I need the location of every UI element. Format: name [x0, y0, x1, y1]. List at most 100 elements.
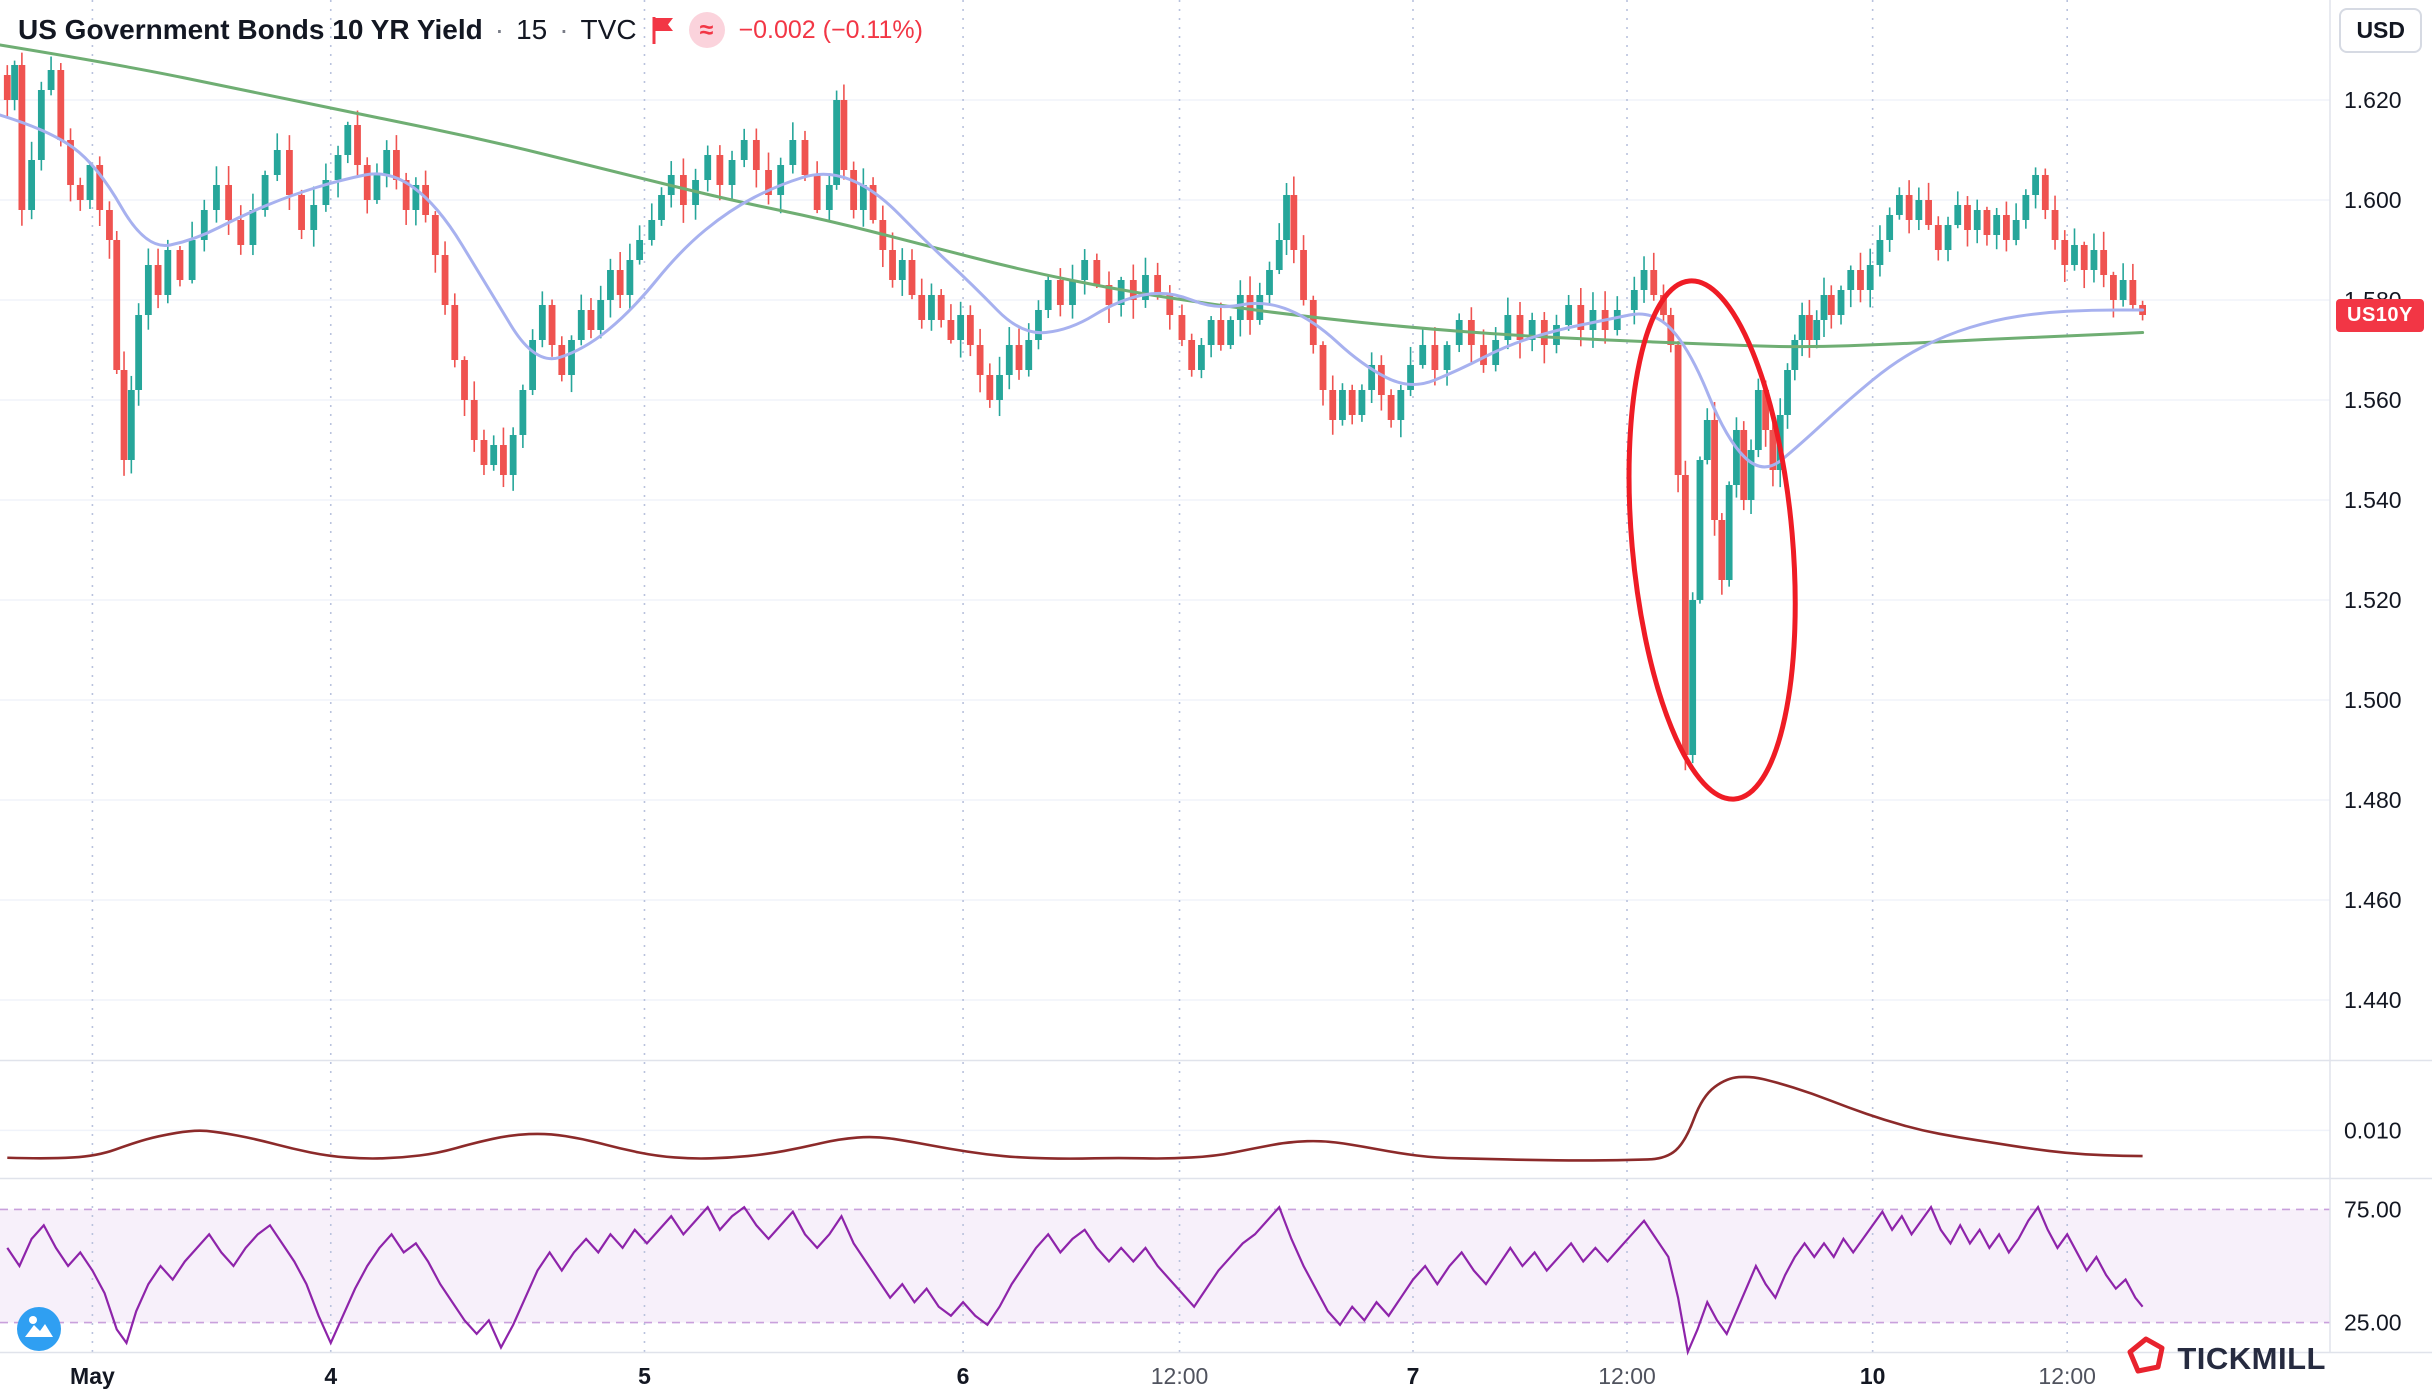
candle-body — [412, 185, 420, 210]
candle-body — [1069, 280, 1076, 305]
candle-body — [1791, 340, 1799, 370]
annotation-ellipse[interactable] — [1610, 274, 1815, 806]
candle-body — [777, 165, 785, 195]
candle-body — [1681, 475, 1689, 755]
candle-body — [1915, 200, 1923, 220]
candle-body — [188, 240, 196, 280]
candle-body — [76, 185, 84, 200]
candle-body — [1886, 215, 1894, 240]
candle-body — [1407, 365, 1414, 390]
candle-body — [1754, 390, 1762, 450]
candle-body — [833, 100, 841, 185]
time-axis-label: 12:00 — [1598, 1363, 1656, 1389]
candle-body — [509, 435, 517, 475]
currency-button[interactable]: USD — [2339, 8, 2422, 53]
separator-dot: · — [559, 14, 569, 45]
candle-body — [801, 140, 809, 175]
candle-body — [1256, 295, 1264, 320]
candle-body — [636, 240, 644, 260]
symbol-legend: US Government Bonds 10 YR Yield · 15 · T… — [18, 12, 923, 48]
candle-body — [1813, 320, 1821, 340]
candle-body — [1806, 315, 1813, 340]
indicator-logo-icon — [16, 1306, 62, 1352]
candle-body — [1528, 320, 1536, 340]
candle-body — [996, 375, 1003, 400]
candle-body — [2022, 195, 2030, 220]
candle-body — [1117, 280, 1125, 305]
time-axis-label: 12:00 — [2038, 1363, 2096, 1389]
price-scale[interactable] — [2330, 0, 2432, 1352]
price-axis-label: 1.620 — [2344, 87, 2402, 113]
candle-body — [704, 155, 712, 180]
ma-short-line — [0, 113, 2145, 469]
candle-body — [2110, 275, 2117, 300]
interval-label[interactable]: 15 — [516, 14, 548, 45]
candle-body — [1905, 195, 1913, 220]
candle-body — [1747, 450, 1755, 500]
candle-body — [1431, 345, 1439, 370]
candle-body — [176, 250, 184, 280]
candle-body — [728, 160, 736, 185]
candle-body — [1725, 485, 1733, 580]
candle-body — [310, 205, 318, 230]
oscillator-band — [0, 1209, 2330, 1323]
time-scale[interactable] — [0, 1352, 2330, 1392]
candle-body — [1319, 345, 1327, 390]
price-axis-label: 1.540 — [2344, 487, 2402, 513]
approx-status-icon[interactable]: ≈ — [688, 12, 725, 48]
candle-body — [363, 165, 371, 200]
candle-body — [1105, 285, 1113, 305]
time-axis-label: 6 — [957, 1363, 970, 1389]
candle-body — [1504, 315, 1512, 340]
tickmill-brand-text: TICKMILL — [2177, 1340, 2326, 1376]
time-axis-label: 10 — [1860, 1363, 1886, 1389]
candle-body — [298, 195, 305, 230]
candle-body — [1993, 215, 2001, 235]
candle-body — [1246, 295, 1254, 320]
candle-body — [1005, 345, 1013, 375]
candle-body — [86, 165, 94, 200]
candle-body — [1565, 305, 1573, 325]
candle-body — [898, 260, 906, 280]
candle-body — [957, 315, 965, 340]
candle-body — [908, 260, 916, 295]
candle-body — [538, 305, 546, 340]
candle-body — [373, 175, 381, 200]
vertical-gridlines — [91, 0, 2068, 1352]
candle-body — [2100, 250, 2108, 275]
candle-body — [1035, 310, 1042, 340]
candle-body — [1711, 420, 1718, 520]
candle-body — [607, 270, 614, 300]
flag-icon[interactable] — [649, 14, 677, 46]
candle-body — [1954, 205, 1962, 225]
candle-body — [1129, 280, 1137, 300]
candle-body — [37, 90, 45, 160]
candle-body — [286, 150, 293, 195]
time-axis-label: 4 — [324, 1363, 337, 1389]
candle-body — [1689, 600, 1697, 755]
candle-body — [1740, 430, 1748, 500]
candle-body — [889, 250, 896, 280]
candle-body — [1964, 205, 1971, 230]
candle-body — [928, 295, 935, 320]
candle-body — [164, 250, 172, 295]
candle-body — [2071, 245, 2078, 265]
candle-body — [626, 260, 634, 295]
candle-body — [3, 75, 11, 100]
candle-body — [1339, 390, 1346, 420]
candle-body — [813, 175, 821, 210]
candle-body — [1640, 270, 1648, 290]
candle-body — [249, 210, 257, 245]
candle-body — [1769, 430, 1777, 470]
symbol-title[interactable]: US Government Bonds 10 YR Yield — [18, 14, 483, 45]
candle-body — [451, 305, 459, 360]
candle-body — [402, 180, 410, 210]
candle-body — [1827, 295, 1835, 315]
candle-body — [2090, 250, 2098, 270]
candle-body — [616, 270, 624, 295]
candle-body — [966, 315, 974, 345]
tickmill-watermark: TICKMILL — [2125, 1335, 2326, 1382]
candle-body — [11, 65, 18, 100]
